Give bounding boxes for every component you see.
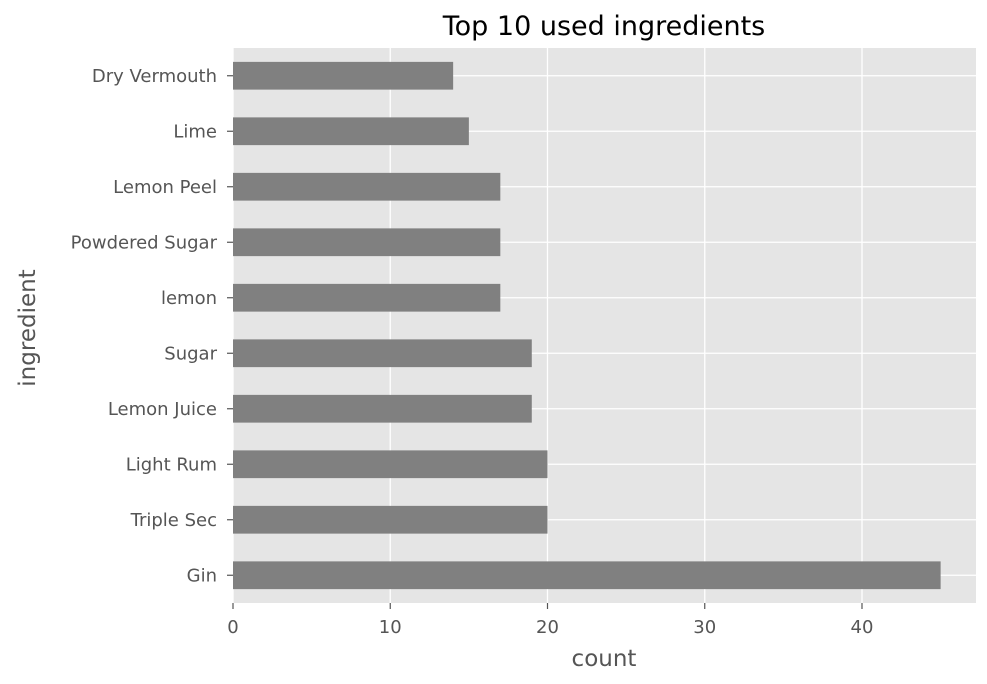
y-tick-label: Dry Vermouth (92, 66, 217, 87)
y-tick-label: Lemon Juice (108, 399, 217, 420)
y-tick-label: Lemon Peel (113, 177, 217, 198)
y-tick-label: Sugar (164, 343, 217, 364)
bar-lime (233, 117, 469, 146)
bar-triple-sec (233, 505, 548, 534)
y-tick-label: lemon (161, 288, 217, 309)
bar-light-rum (233, 450, 548, 479)
y-axis-ticks: Gin Triple Sec Light Rum Lemon Juice Sugar le… (71, 66, 233, 586)
y-tick-label: Triple Sec (130, 510, 217, 531)
bars (233, 61, 941, 590)
y-tick-label: Gin (187, 565, 217, 586)
x-tick-label: 20 (536, 617, 559, 638)
x-tick-label: 0 (227, 617, 238, 638)
bar-gin (233, 561, 941, 590)
x-tick-label: 40 (851, 617, 874, 638)
chart-title: Top 10 used ingredients (442, 11, 765, 42)
bar-lemon-peel (233, 172, 501, 201)
bar-sugar (233, 339, 532, 368)
x-tick-label: 10 (379, 617, 402, 638)
bar-powdered-sugar (233, 228, 501, 257)
y-axis-label: ingredient (15, 269, 41, 386)
bar-lemon-juice (233, 394, 532, 423)
bar-lemon (233, 283, 501, 312)
x-axis-ticks: 0 10 20 30 40 (227, 603, 873, 638)
y-tick-label: Light Rum (126, 454, 217, 475)
bar-dry-vermouth (233, 61, 454, 90)
x-axis-label: count (572, 646, 637, 672)
y-tick-label: Powdered Sugar (71, 232, 218, 253)
x-tick-label: 30 (693, 617, 716, 638)
y-tick-label: Lime (173, 121, 217, 142)
